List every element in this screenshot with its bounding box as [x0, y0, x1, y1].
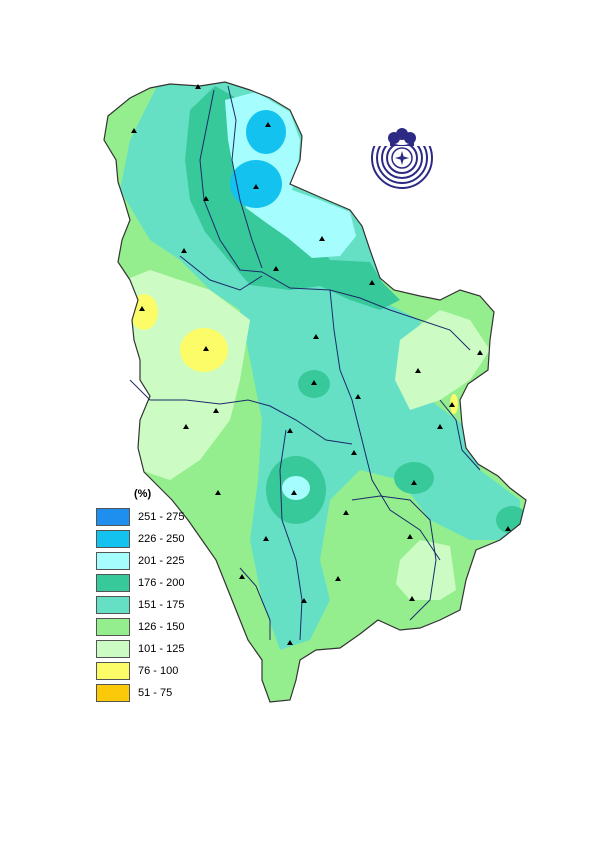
legend-swatch [96, 684, 130, 702]
legend-swatch [96, 596, 130, 614]
legend-item-251-275: 251 - 275 [96, 508, 236, 528]
river-sava [179, 255, 263, 291]
legend-swatch [96, 508, 130, 526]
station [415, 368, 421, 373]
station [265, 122, 271, 127]
zone-76-100-east [450, 394, 458, 414]
station [301, 598, 307, 603]
legend-item-101-125: 101 - 125 [96, 640, 236, 660]
zone-226-250-north [246, 110, 286, 154]
station [411, 480, 417, 485]
legend-label: 176 - 200 [138, 577, 185, 589]
legend-label: 126 - 150 [138, 621, 185, 633]
zone-101-125-south [396, 540, 456, 600]
station [253, 184, 259, 189]
station [449, 402, 455, 407]
legend-item-226-250: 226 - 250 [96, 530, 236, 550]
river-danube-north [199, 89, 471, 351]
legend-swatch [96, 530, 130, 548]
zone-101-125-east [395, 310, 490, 410]
station [335, 576, 341, 581]
station [369, 280, 375, 285]
legend-swatch [96, 618, 130, 636]
river-timok [439, 399, 481, 471]
station [287, 640, 293, 645]
station [313, 334, 319, 339]
station [239, 574, 245, 579]
legend-label: 251 - 275 [138, 511, 185, 523]
legend-swatch [96, 662, 130, 680]
legend-swatch [96, 640, 130, 658]
legend-label: 226 - 250 [138, 533, 185, 545]
river-ibar [279, 429, 303, 641]
station [287, 428, 293, 433]
weather-stations [131, 84, 511, 645]
station [477, 350, 483, 355]
station [139, 306, 145, 311]
legend-label: 151 - 175 [138, 599, 185, 611]
zone-176-200-north [185, 86, 400, 310]
station [213, 408, 219, 413]
river-south-morava [351, 495, 437, 621]
legend-label: 101 - 125 [138, 643, 185, 655]
river-zapadna [239, 567, 271, 640]
station [273, 266, 279, 271]
station [505, 526, 511, 531]
station [311, 380, 317, 385]
station [203, 196, 209, 201]
station [131, 128, 137, 133]
legend-label: 201 - 225 [138, 555, 185, 567]
station [437, 424, 443, 429]
station [195, 84, 201, 89]
legend-swatch [96, 552, 130, 570]
zone-201-225-south [282, 476, 310, 500]
river-morava [329, 289, 441, 561]
station [355, 394, 361, 399]
legend-item-76-100: 76 - 100 [96, 662, 236, 682]
station [409, 596, 415, 601]
legend-label: 76 - 100 [138, 665, 179, 677]
station [203, 346, 209, 351]
station [215, 490, 221, 495]
river-tisa [227, 85, 263, 269]
legend-item-51-75: 51 - 75 [96, 684, 236, 704]
legend-title: (%) [134, 488, 152, 500]
legend-item-126-150: 126 - 150 [96, 618, 236, 638]
legend-swatch [96, 574, 130, 592]
river-drina [129, 379, 353, 445]
legend-item-151-175: 151 - 175 [96, 596, 236, 616]
zone-176-200-east [394, 462, 434, 494]
institution-logo [368, 124, 436, 189]
legend-item-201-225: 201 - 225 [96, 552, 236, 572]
station [291, 490, 297, 495]
station [351, 450, 357, 455]
station [407, 534, 413, 539]
legend-item-176-200: 176 - 200 [96, 574, 236, 594]
station [181, 248, 187, 253]
station [319, 236, 325, 241]
station [343, 510, 349, 515]
station [263, 536, 269, 541]
legend-label: 51 - 75 [138, 687, 173, 699]
rivers [129, 85, 481, 641]
station [183, 424, 189, 429]
